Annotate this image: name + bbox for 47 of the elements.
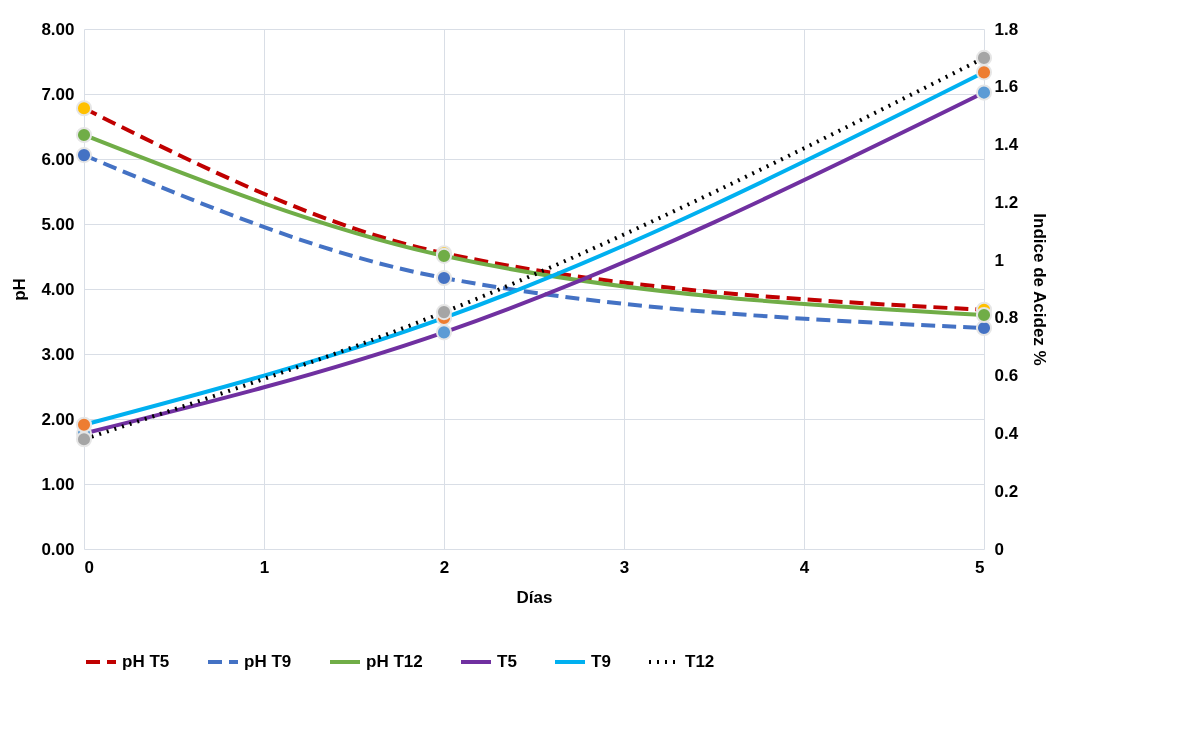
point — [75, 126, 93, 144]
y2-tick-label: 1.2 — [994, 192, 1019, 212]
x-tick-label: 5 — [975, 557, 985, 577]
y2-tick-label: 1.6 — [994, 77, 1019, 97]
legend-label: T5 — [497, 652, 517, 671]
point — [975, 306, 993, 324]
y2-tick-label: 0 — [994, 539, 1004, 559]
y-tick-label: 1.00 — [41, 474, 75, 494]
y-tick-label: 2.00 — [41, 409, 75, 429]
x-tick-label: 4 — [799, 557, 810, 577]
y2-tick-label: 1.8 — [994, 19, 1019, 39]
y-tick-label: 8.00 — [41, 19, 75, 39]
x-tick-label: 1 — [259, 557, 270, 577]
y-tick-label: 0.00 — [41, 539, 75, 559]
point — [975, 49, 993, 66]
legend-label: pH T12 — [366, 652, 423, 671]
legend-label: pH T5 — [122, 652, 170, 671]
y-tick-label: 4.00 — [41, 279, 75, 299]
y2-tick-label: 1.4 — [994, 135, 1019, 155]
y2-axis-title: Indice de Acidez % — [1030, 213, 1050, 366]
point — [975, 84, 993, 101]
point — [75, 147, 93, 164]
point — [975, 64, 993, 81]
point — [435, 304, 453, 321]
point — [75, 416, 93, 433]
y-tick-label: 5.00 — [41, 214, 75, 234]
legend-label: T9 — [591, 652, 611, 671]
y2-tick-label: 0.6 — [994, 366, 1019, 386]
y2-tick-label: 0.2 — [994, 481, 1019, 501]
x-axis-title: Días — [516, 587, 553, 607]
point — [75, 100, 93, 117]
x-tick-label: 2 — [439, 557, 450, 577]
point — [435, 269, 453, 287]
point — [75, 431, 93, 448]
y2-tick-label: 0.4 — [994, 423, 1019, 443]
x-tick-label: 0 — [84, 557, 94, 577]
y-axis-title: pH — [10, 278, 30, 301]
y-tick-label: 3.00 — [41, 344, 75, 364]
legend-label: T12 — [685, 652, 715, 671]
legend-label: pH T9 — [244, 652, 292, 671]
y2-tick-label: 0.8 — [994, 308, 1019, 328]
y-tick-label: 7.00 — [41, 84, 75, 104]
point — [435, 324, 453, 341]
y-tick-label: 6.00 — [41, 149, 75, 169]
point — [975, 319, 993, 337]
y2-tick-label: 1 — [994, 250, 1004, 270]
x-tick-label: 3 — [619, 557, 630, 577]
